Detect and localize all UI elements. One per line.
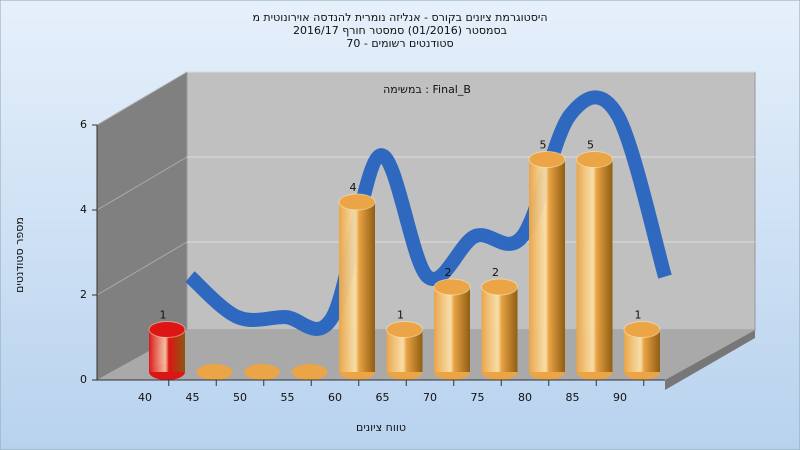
data-label: 2 [445,266,452,279]
cylinder-top [481,278,518,296]
x-tick-label: 60 [328,391,342,404]
cylinder-bottom [196,364,233,380]
cylinder-top [338,193,376,211]
data-label: 1 [397,309,404,322]
cylinder-top [433,278,471,296]
y-axis-label: מספר סטודנטים [13,217,26,293]
cylinder-bottom [291,364,328,380]
x-tick-label: 80 [518,391,532,404]
x-axis-label: טווח ציונים [356,421,406,434]
chart-title: היסטוגרמת ציונים בקורס - אנליזה נומרית ל… [252,11,547,24]
cylinder-top [576,151,613,168]
y-tick-label: 0 [80,373,87,386]
x-tick-label: 40 [138,391,152,404]
bar-shade [339,202,375,372]
x-tick-label: 65 [376,391,390,404]
cylinder-top [386,321,423,338]
curve [185,90,672,336]
x-tick-label: 75 [471,391,485,404]
grid-line [96,71,188,126]
left-wall [97,72,187,380]
cylinder-bottom [244,364,280,380]
x-tick-label: 55 [281,391,295,404]
plot: 1 4 1 2 2 5 5 1 [96,71,755,380]
data-label: 5 [540,139,547,152]
data-label: 2 [492,266,499,279]
chart-subtitle: בסמסטר (01/2016) סמסטר חורף 2016/17 [293,24,507,37]
data-label: 1 [160,309,167,322]
data-label: 4 [350,181,357,194]
bar-shade [576,159,613,372]
x-tick-label: 45 [186,391,200,404]
back-wall [186,71,756,331]
data-label: 5 [587,139,594,152]
cylinder-top [528,151,566,168]
grid-line [96,241,188,296]
x-tick-label: 70 [423,391,437,404]
y-tick-label: 2 [80,288,87,301]
floor-edge [665,330,755,390]
chart-subtitle: סטודנטים רשומים - 70 [346,37,453,50]
y-tick-label: 6 [80,118,87,131]
x-tick-label: 85 [566,391,580,404]
x-tick-label: 50 [233,391,247,404]
x-tick-label: 90 [613,391,627,404]
cylinder-top [148,321,186,338]
data-label: 1 [635,309,642,322]
cylinder-top [623,321,661,338]
grid-line [96,156,188,211]
bar-shade [434,287,470,372]
y-tick-label: 4 [80,203,87,216]
annotation: במשימה : Final_B [383,83,471,96]
bar-shade [529,159,565,372]
bar-shade [481,287,518,372]
